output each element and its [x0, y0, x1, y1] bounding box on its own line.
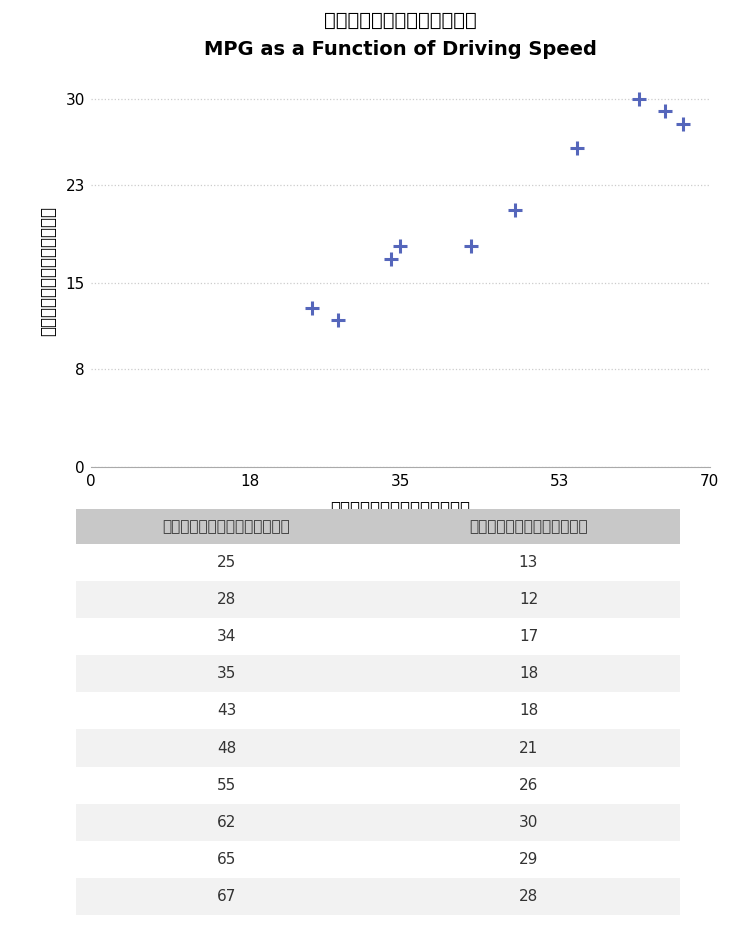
Text: 55: 55 [217, 778, 236, 793]
Bar [76, 841, 378, 878]
Point [394, 239, 406, 254]
Point [509, 202, 521, 217]
Bar [378, 692, 680, 729]
Text: 28: 28 [519, 889, 538, 904]
Text: 18: 18 [519, 703, 538, 718]
Text: 28: 28 [217, 592, 236, 607]
Bar [378, 509, 680, 544]
Bar [378, 804, 680, 841]
Title: แผนภูมิกระจาย
MPG as a Function of Driving Speed: แผนภูมิกระจาย MPG as a Function of Drivi… [204, 11, 596, 59]
Point [332, 312, 344, 327]
Y-axis label: ไมล์ต่อแกลลอน: ไมล์ต่อแกลลอน [39, 205, 57, 336]
Text: ความเร็วเฉลี่ย: ความเร็วเฉลี่ย [162, 518, 291, 534]
Point [677, 116, 689, 131]
Bar [76, 544, 378, 581]
Text: 30: 30 [519, 814, 538, 830]
Point [465, 239, 477, 254]
Text: 26: 26 [519, 778, 538, 793]
Text: 17: 17 [519, 629, 538, 644]
Bar [76, 655, 378, 692]
Bar [378, 729, 680, 767]
Text: 48: 48 [217, 741, 236, 756]
Point [659, 104, 671, 119]
Text: 62: 62 [217, 814, 236, 830]
Bar [76, 509, 378, 544]
Point [306, 300, 318, 315]
Bar [378, 841, 680, 878]
Text: 43: 43 [217, 703, 236, 718]
Text: 18: 18 [519, 666, 538, 681]
Bar [378, 618, 680, 655]
Bar [76, 581, 378, 618]
Point [633, 92, 645, 106]
Point [571, 141, 583, 156]
Point [385, 251, 397, 266]
X-axis label: ความเร็วเฉลี่ย: ความเร็วเฉลี่ย [330, 500, 470, 518]
Bar [76, 878, 378, 915]
Text: 67: 67 [217, 889, 236, 904]
Bar [378, 581, 680, 618]
Text: ไมล์ต่อแกลลอน: ไมล์ต่อแกลลอน [469, 518, 588, 534]
Text: 13: 13 [519, 555, 538, 570]
Text: 65: 65 [217, 852, 236, 867]
Text: 21: 21 [519, 741, 538, 756]
Text: 34: 34 [217, 629, 236, 644]
Bar [76, 767, 378, 804]
Text: 29: 29 [519, 852, 538, 867]
Text: 12: 12 [519, 592, 538, 607]
Bar [76, 804, 378, 841]
Bar [378, 655, 680, 692]
Text: 25: 25 [217, 555, 236, 570]
Bar [378, 767, 680, 804]
Text: 35: 35 [217, 666, 236, 681]
Bar [378, 544, 680, 581]
Bar [76, 729, 378, 767]
Bar [76, 618, 378, 655]
Bar [378, 878, 680, 915]
Bar [76, 692, 378, 729]
